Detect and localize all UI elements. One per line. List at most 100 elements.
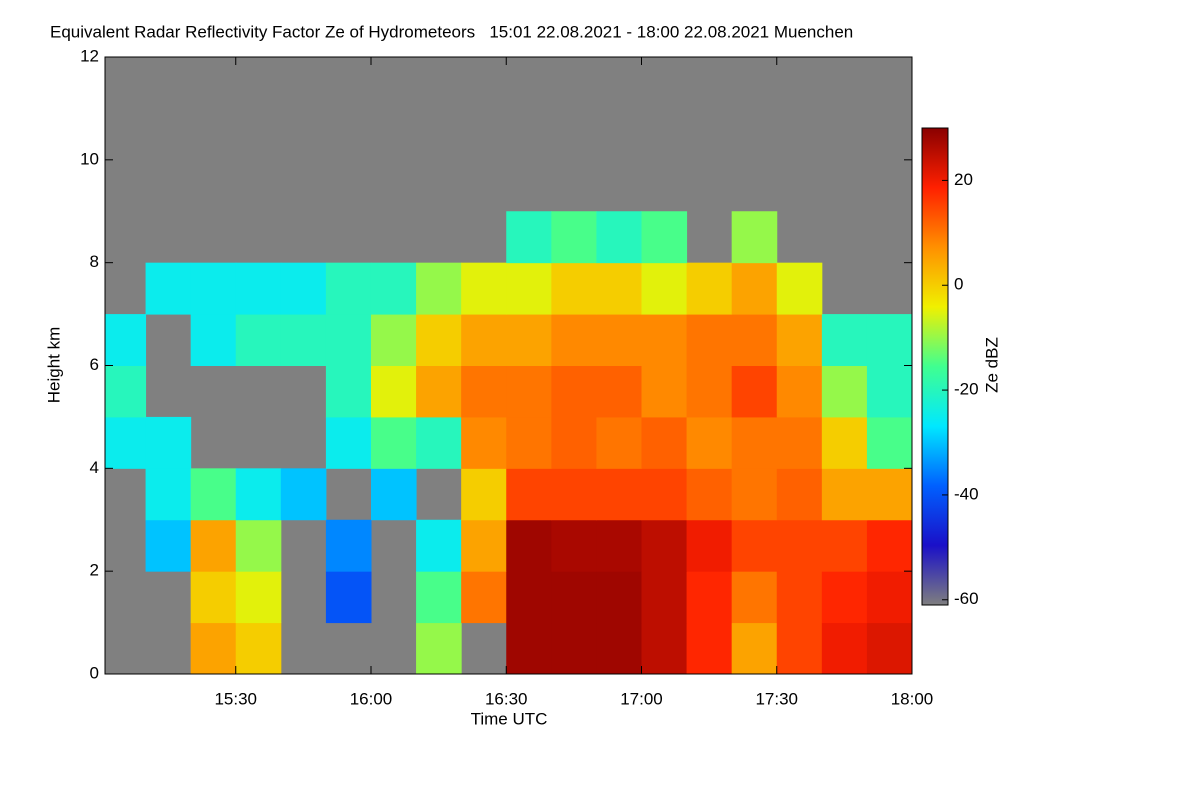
- heat-cell: [145, 519, 192, 572]
- heat-cell: [776, 622, 823, 674]
- y-tick-label: 4: [90, 458, 99, 477]
- heat-cell: [551, 262, 597, 315]
- heat-cell: [235, 571, 282, 624]
- heat-cell: [145, 262, 192, 315]
- heat-cell: [190, 262, 237, 315]
- heat-cell: [551, 571, 597, 624]
- heat-cell: [280, 262, 327, 315]
- heat-cell: [641, 622, 688, 674]
- heat-cell: [551, 519, 597, 572]
- heat-cell: [596, 519, 642, 572]
- heat-cell: [821, 416, 868, 469]
- heat-cell: [370, 468, 417, 521]
- heat-cell: [235, 262, 282, 315]
- heat-cell: [235, 622, 282, 674]
- heat-cell: [416, 365, 462, 418]
- heat-cell: [325, 416, 372, 469]
- x-tick-label: 16:00: [350, 689, 393, 708]
- heat-cell: [866, 314, 912, 366]
- heat-cell: [641, 468, 688, 521]
- heat-cell: [731, 571, 778, 624]
- heat-cell: [821, 365, 868, 418]
- heat-cell: [821, 571, 868, 624]
- heat-cell: [190, 571, 237, 624]
- heat-cell: [596, 571, 642, 624]
- heat-cell: [821, 314, 868, 366]
- colorbar-tick-label: 0: [954, 275, 963, 294]
- heat-cell: [461, 365, 507, 418]
- heat-cell: [190, 314, 237, 366]
- heat-cell: [686, 571, 733, 624]
- heat-cell: [506, 262, 552, 315]
- colorbar-tick-label: -20: [954, 380, 979, 399]
- heat-cell: [596, 416, 642, 469]
- colorbar-tick-label: 20: [954, 170, 973, 189]
- heat-cell: [686, 262, 733, 315]
- heat-cell: [686, 365, 733, 418]
- heat-cell: [235, 519, 282, 572]
- heat-cell: [370, 314, 417, 366]
- heat-cell: [686, 314, 733, 366]
- heat-cell: [821, 468, 868, 521]
- heat-cell: [190, 622, 237, 674]
- heat-cell: [596, 365, 642, 418]
- heat-cell: [105, 314, 147, 366]
- heat-cell: [506, 416, 552, 469]
- heat-cell: [641, 365, 688, 418]
- heat-cell: [866, 365, 912, 418]
- heat-cell: [280, 468, 327, 521]
- x-tick-label: 17:30: [755, 689, 798, 708]
- heat-cell: [776, 571, 823, 624]
- heat-cell: [731, 211, 778, 264]
- heat-cell: [145, 468, 192, 521]
- y-tick-label: 10: [80, 149, 99, 168]
- heat-cell: [461, 519, 507, 572]
- heat-cell: [596, 468, 642, 521]
- heat-cell: [370, 365, 417, 418]
- heat-cell: [731, 262, 778, 315]
- heat-cell: [641, 571, 688, 624]
- heat-cell: [821, 519, 868, 572]
- heat-cell: [145, 416, 192, 469]
- heat-cell: [866, 571, 912, 624]
- heat-cell: [551, 365, 597, 418]
- heat-cell: [416, 622, 462, 674]
- heat-cell: [506, 519, 552, 572]
- heat-cell: [235, 314, 282, 366]
- colorbar: [921, 127, 949, 606]
- y-tick-label: 2: [90, 561, 99, 580]
- heat-cell: [506, 211, 552, 264]
- heat-cell: [325, 519, 372, 572]
- heat-cell: [821, 622, 868, 674]
- y-tick-label: 6: [90, 355, 99, 374]
- heat-cell: [686, 622, 733, 674]
- heat-cell: [776, 262, 823, 315]
- heat-cell: [506, 314, 552, 366]
- heat-cell: [596, 622, 642, 674]
- heat-cell: [686, 416, 733, 469]
- heat-cell: [461, 571, 507, 624]
- heat-cell: [776, 519, 823, 572]
- heat-cell: [731, 622, 778, 674]
- heat-cell: [506, 622, 552, 674]
- y-tick-label: 8: [90, 252, 99, 271]
- heat-cell: [506, 571, 552, 624]
- colorbar-tick-label: -60: [954, 589, 979, 608]
- heat-cell: [325, 262, 372, 315]
- heat-cell: [461, 416, 507, 469]
- colorbar-tick-label: -40: [954, 484, 979, 503]
- heat-cell: [551, 468, 597, 521]
- y-axis-label: Height km: [44, 327, 63, 404]
- colorbar-label: Ze dBZ: [982, 337, 1001, 393]
- heat-cell: [235, 468, 282, 521]
- heat-cell: [416, 519, 462, 572]
- heat-cell: [731, 314, 778, 366]
- heat-cell: [731, 519, 778, 572]
- plot-area: [105, 57, 912, 674]
- heat-cell: [416, 314, 462, 366]
- heat-cell: [551, 622, 597, 674]
- heat-cell: [105, 365, 147, 418]
- heat-cell: [280, 314, 327, 366]
- heat-cell: [641, 211, 688, 264]
